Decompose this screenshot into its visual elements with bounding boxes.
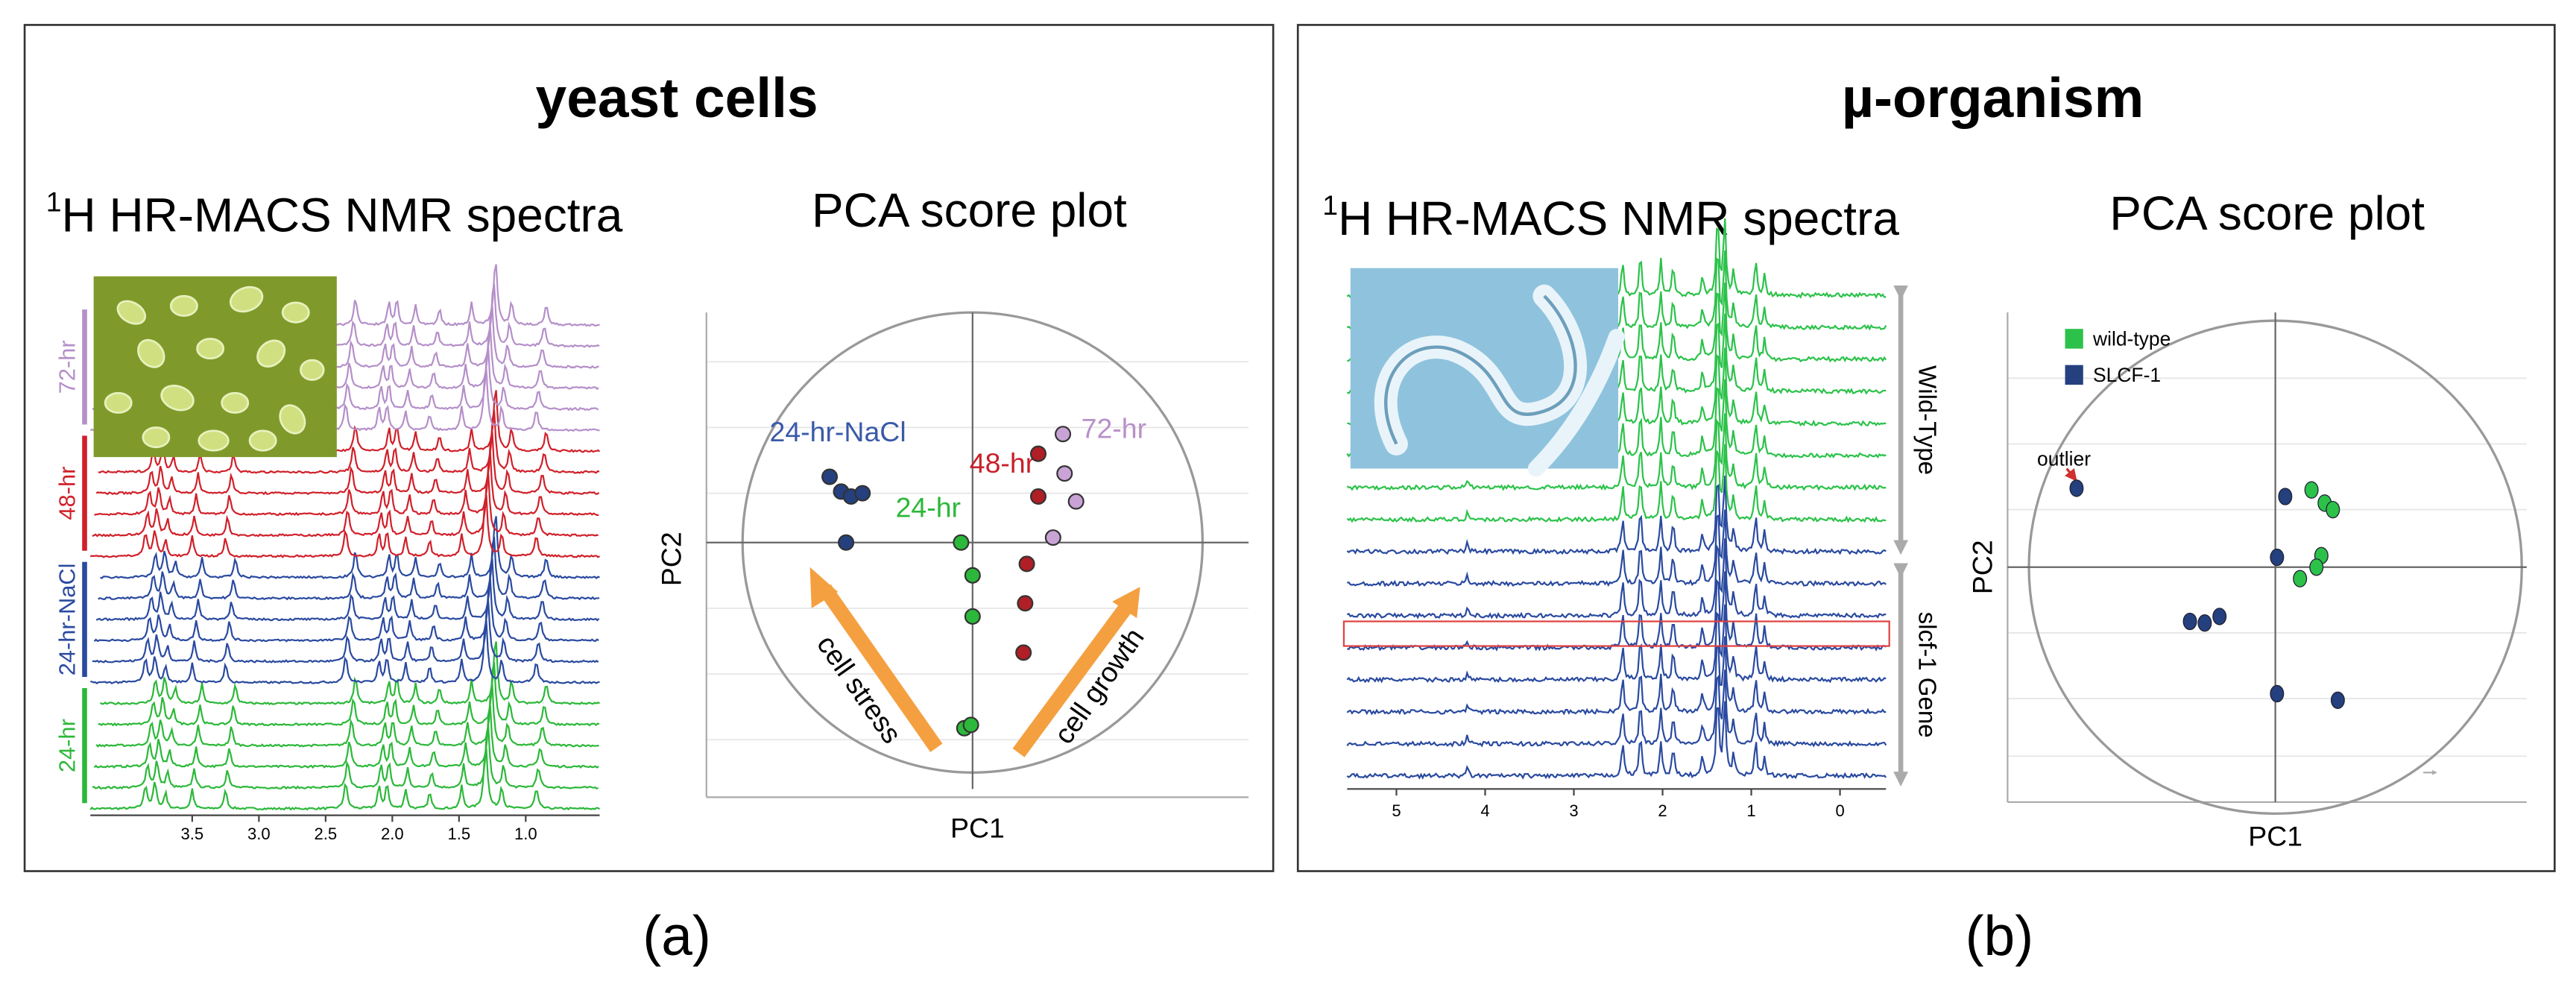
panel-frame	[23, 24, 1275, 872]
spectrum-trace	[1346, 669, 1887, 748]
spectrum-trace	[98, 536, 600, 601]
spectrum-trace	[94, 452, 599, 517]
spectrum-trace	[90, 620, 600, 684]
pca-a: PC2 PC1 cell stress cell growth 24-hr-Na…	[656, 311, 1249, 843]
x-tick-label: 2.0	[381, 825, 404, 843]
spectrum-trace	[1346, 538, 1887, 620]
annotation: outlier	[2037, 447, 2091, 470]
spectrum-trace	[1346, 604, 1887, 684]
yeast-image	[93, 276, 337, 458]
group-label: 72-hr	[1082, 413, 1146, 444]
panel-title: yeast cells	[536, 66, 818, 129]
spectrum-trace	[1347, 571, 1887, 652]
spectrum-trace	[93, 704, 599, 769]
group-label: 24-hr-NaCl	[54, 563, 80, 675]
arrow	[818, 584, 943, 752]
x-tick-label: 4	[1480, 801, 1489, 820]
outlier-box	[1342, 620, 1890, 647]
group-label: 24-hr-NaCl	[770, 416, 906, 447]
x-tick-label: 1	[1746, 801, 1755, 820]
title-text: H HR-MACS NMR spectra	[62, 188, 623, 242]
pca-b: PC2 PC1 wild-type SLCF-1 outlier	[1966, 312, 2527, 851]
panel-label: (a)	[643, 904, 711, 967]
spectrum-trace	[93, 578, 599, 643]
pca-title: PCA score plot	[2109, 186, 2425, 240]
spectrum-trace	[95, 684, 599, 748]
x-label: PC1	[2248, 820, 2302, 851]
panel-label: (b)	[1966, 904, 2034, 967]
spectrum-trace	[98, 409, 600, 474]
legend-swatch	[2065, 329, 2083, 349]
arrow	[1012, 603, 1131, 757]
spectrum-trace	[95, 558, 600, 622]
points	[2069, 479, 2345, 709]
group-label: 24-hr	[54, 719, 80, 772]
spectrum-trace	[89, 494, 601, 558]
worm-image	[1350, 268, 1625, 477]
y-label: PC2	[1966, 540, 1998, 594]
spectra-title: 1H HR-MACS NMR spectra	[1322, 189, 1899, 245]
spectrum-trace	[100, 516, 600, 579]
spectrum-trace	[92, 725, 599, 790]
group-label: slcf-1 Gene	[1913, 612, 1940, 738]
spectra-b: 5 4 3 2 1 0 Wild-Type slcf-1 Gene	[1342, 218, 1940, 820]
group-bar	[82, 561, 87, 678]
spectrum-trace	[92, 473, 599, 538]
group-label: 48-hr	[54, 467, 80, 520]
arrow-head	[809, 567, 839, 608]
spectrum-trace	[92, 600, 599, 663]
x-tick-label: 2.5	[315, 825, 338, 843]
spectra-a: 24-hr 24-hr-NaCl 48-hr 72-hr 3.5 3.0 2.5 2.0 1.5…	[54, 264, 601, 843]
x-label: PC1	[950, 812, 1005, 843]
group-label: 72-hr	[54, 340, 80, 394]
panel-frame	[1296, 24, 2556, 872]
group-label: Wild-Type	[1913, 365, 1940, 475]
spectra-title: 1H HR-MACS NMR spectra	[46, 186, 623, 242]
panel-title: µ-organism	[1842, 66, 2144, 129]
spectrum-trace	[1346, 636, 1887, 716]
pca-title: PCA score plot	[812, 183, 1127, 237]
superscript: 1	[46, 186, 62, 218]
x-tick-label: 3	[1569, 801, 1578, 820]
arrow-head	[1112, 587, 1140, 619]
legend-label: wild-type	[2092, 328, 2171, 350]
group-label: 48-hr	[970, 447, 1035, 479]
spectrum-trace	[98, 662, 600, 727]
group-bar	[82, 309, 87, 425]
spectrum-trace	[95, 431, 600, 496]
x-tick-label: 3.5	[181, 825, 204, 843]
spectrum-trace	[1346, 413, 1887, 491]
group-bar	[82, 435, 87, 551]
legend-swatch	[2065, 365, 2083, 385]
x-tick-label: 1.5	[448, 825, 471, 843]
points	[821, 426, 1085, 737]
spectrum-trace	[1346, 444, 1887, 523]
legend-label: SLCF-1	[2093, 364, 2161, 386]
y-label: PC2	[656, 532, 687, 586]
spectrum-trace	[1346, 701, 1887, 780]
x-tick-label: 0	[1835, 801, 1844, 820]
group-label: 24-hr	[896, 492, 961, 523]
annotation-arrow	[2064, 467, 2077, 482]
x-tick-label: 5	[1392, 801, 1401, 820]
spectrum-trace	[1347, 509, 1887, 587]
x-tick-label: 2	[1658, 801, 1667, 820]
spectrum-trace	[1346, 475, 1887, 555]
x-tick-label: 3.0	[247, 825, 271, 843]
x-tick-label: 1.0	[514, 825, 537, 843]
group-bar	[82, 687, 87, 804]
superscript: 1	[1322, 189, 1338, 221]
spectrum-trace	[89, 748, 601, 811]
title-text: H HR-MACS NMR spectra	[1338, 192, 1899, 245]
spectrum-trace	[99, 641, 600, 706]
